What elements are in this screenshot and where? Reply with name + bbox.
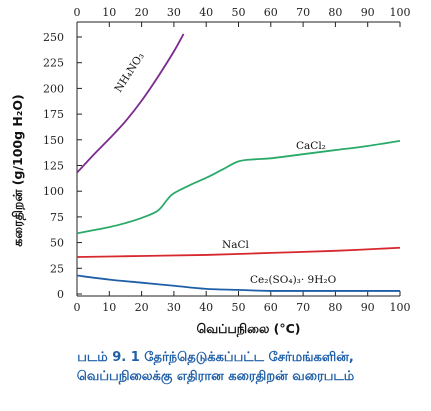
series-label-nacl: NaCl	[222, 239, 249, 251]
x-tick-label-top: 10	[102, 6, 116, 19]
x-tick-label-top: 100	[390, 6, 411, 19]
x-tick-label-top: 70	[296, 6, 310, 19]
caption-line-2: வெப்பநிலைக்கு எதிரான கரைதிறன் வரைபடம்	[76, 369, 355, 384]
y-tick-label: 0	[57, 288, 64, 301]
series-lines	[76, 33, 401, 292]
series-label-ce2so43: Ce₂(SO₄)₃· 9H₂O	[250, 274, 337, 286]
series-line-cacl2	[76, 139, 401, 235]
x-tick-label-top: 20	[135, 6, 149, 19]
x-tick-label-top: 40	[199, 6, 213, 19]
x-tick-label-top: 90	[361, 6, 375, 19]
x-tick-label-top: 60	[264, 6, 278, 19]
x-tick-label-bottom: 60	[264, 301, 278, 314]
series-line-nh4no3	[76, 33, 185, 174]
y-tick-label: 125	[43, 160, 64, 173]
x-tick-label-bottom: 20	[135, 301, 149, 314]
y-tick-label: 150	[43, 134, 64, 147]
figure-caption: படம் 9. 1 தேர்ந்தெடுக்கப்பட்ட சேர்மங்களி…	[0, 348, 431, 386]
x-tick-label-bottom: 50	[232, 301, 246, 314]
x-tick-label-bottom: 70	[296, 301, 310, 314]
plot-frame	[76, 21, 400, 297]
y-axis-title: கரைதிறன் (g/100g H₂O)	[10, 94, 26, 246]
x-tick-label-bottom: 30	[167, 301, 181, 314]
y-tick-label: 225	[43, 57, 64, 70]
x-tick-label-top: 0	[74, 6, 81, 19]
y-tick-label: 75	[50, 211, 64, 224]
series-line-ce2so43	[76, 274, 400, 292]
caption-line-1: படம் 9. 1 தேர்ந்தெடுக்கப்பட்ட சேர்மங்களி…	[77, 350, 354, 365]
series-label-nh4no3: NH₄NO₃	[112, 51, 146, 95]
y-tick-label: 100	[43, 185, 64, 198]
x-tick-label-bottom: 40	[199, 301, 213, 314]
x-axis-title: வெப்பநிலை (°C)	[196, 321, 300, 337]
x-tick-label-top: 50	[232, 6, 246, 19]
x-tick-label-bottom: 80	[328, 301, 342, 314]
y-tick-label: 175	[43, 108, 64, 121]
series-line-nacl	[76, 246, 401, 258]
y-tick-label: 250	[43, 31, 64, 44]
x-tick-label-top: 30	[167, 6, 181, 19]
x-tick-label-bottom: 90	[361, 301, 375, 314]
y-tick-label: 25	[50, 262, 64, 275]
solubility-chart: 0010102020303040405050606070708080909010…	[10, 6, 411, 337]
series-label-cacl2: CaCl₂	[296, 140, 326, 152]
x-tick-label-top: 80	[328, 6, 342, 19]
y-tick-label: 200	[43, 82, 64, 95]
axis-ticks: 0010102020303040405050606070708080909010…	[43, 6, 411, 314]
x-tick-label-bottom: 100	[390, 301, 411, 314]
x-tick-label-bottom: 10	[102, 301, 116, 314]
x-tick-label-bottom: 0	[74, 301, 81, 314]
y-tick-label: 50	[50, 237, 64, 250]
